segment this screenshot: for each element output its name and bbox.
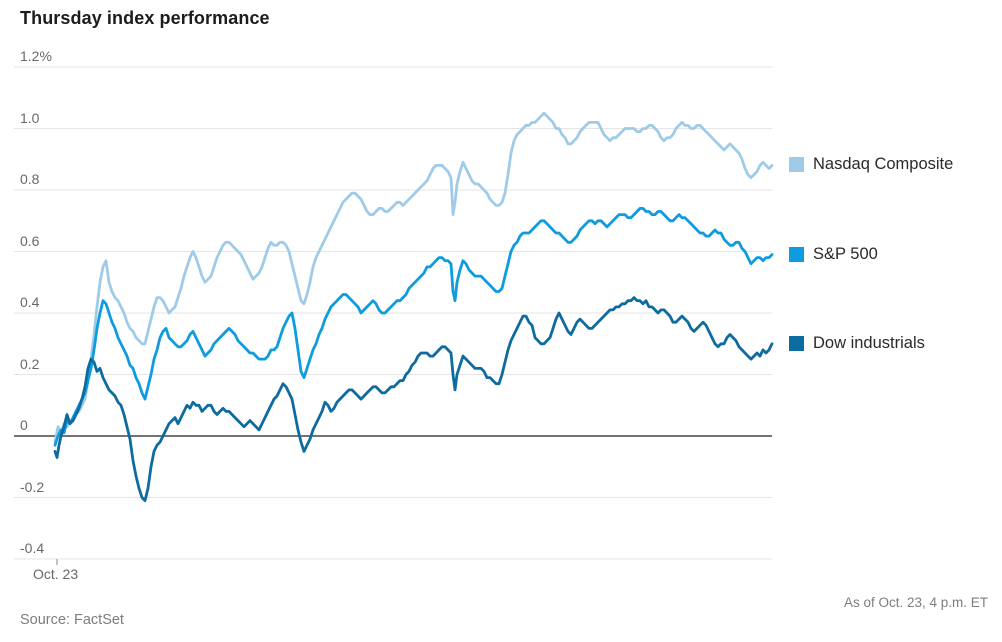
nasdaq-swatch-icon: [789, 157, 804, 173]
legend-item-nasdaq: Nasdaq Composite: [789, 155, 953, 174]
y-axis-tick-label: -0.4: [20, 540, 45, 556]
dow-swatch-icon: [789, 335, 804, 351]
x-axis-label: Oct. 23: [33, 566, 79, 582]
legend-item-sp500: S&P 500: [789, 245, 878, 264]
y-axis-tick-label: 1.2%: [20, 48, 52, 64]
y-axis-tick-label: 0: [20, 417, 28, 433]
y-axis-tick-label: 0.4: [20, 294, 40, 310]
sp500-swatch-icon: [789, 246, 804, 262]
y-axis-tick-label: -0.2: [20, 478, 45, 495]
series-line: [53, 296, 774, 502]
chart-title: Thursday index performance: [20, 8, 270, 28]
y-axis-tick-label: 1.0: [20, 109, 40, 126]
y-axis-tick-label: 0.2: [20, 355, 40, 372]
legend-item-dow: Dow industrials: [789, 334, 925, 353]
series-line: [53, 111, 774, 444]
legend-label: Dow industrials: [813, 333, 925, 352]
legend: Nasdaq Composite S&P 500 Dow industrials: [789, 0, 999, 642]
asof-note: As of Oct. 23, 4 p.m. ET: [843, 595, 988, 610]
legend-label: S&P 500: [813, 244, 878, 263]
y-axis-tick-label: 0.6: [20, 232, 40, 249]
y-axis-tick-label: 0.8: [20, 171, 40, 187]
legend-label: Nasdaq Composite: [813, 155, 954, 174]
source-note: Source: FactSet: [20, 612, 124, 628]
series-line: [53, 207, 774, 447]
